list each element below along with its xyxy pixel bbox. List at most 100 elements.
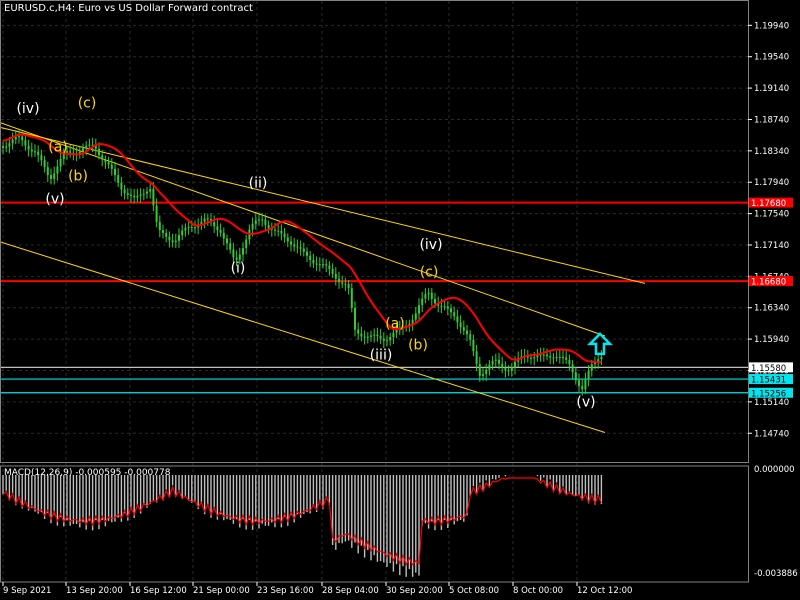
candle-body xyxy=(133,195,136,198)
candle-body xyxy=(331,268,334,274)
candle-body xyxy=(8,143,11,147)
candle-body xyxy=(334,273,337,279)
candle-body xyxy=(386,340,388,342)
candle-body xyxy=(584,379,587,390)
wave-label: (b) xyxy=(68,169,88,185)
price-tick-label: 1.17940 xyxy=(754,178,789,188)
candle-body xyxy=(370,335,372,337)
macd-axis-bottom-label: -0.003886 xyxy=(754,569,798,579)
wave-label: (iv) xyxy=(419,237,442,253)
candle-body xyxy=(494,359,497,361)
candle-body xyxy=(174,240,177,243)
candle-body xyxy=(539,354,542,356)
candle-body xyxy=(418,305,420,314)
chart-title: EURUSD.c,H4: Euro vs US Dollar Forward c… xyxy=(4,3,253,14)
candle-body xyxy=(373,334,376,336)
candle-body xyxy=(309,255,312,261)
candle-body xyxy=(235,257,238,260)
candle-body xyxy=(2,146,4,148)
time-tick-label: 21 Sep 00:00 xyxy=(193,586,250,596)
candle-body xyxy=(120,182,123,190)
price-tick-label: 1.17140 xyxy=(754,241,789,251)
candle-body xyxy=(565,357,568,360)
candle-body xyxy=(171,240,174,243)
candle-body xyxy=(322,264,324,266)
candle-body xyxy=(181,230,184,236)
candle-body xyxy=(107,162,110,165)
candle-body xyxy=(149,188,152,192)
candle-body xyxy=(18,136,20,138)
candle-body xyxy=(456,316,459,323)
candle-body xyxy=(254,220,257,224)
price-tick-label: 1.18340 xyxy=(754,147,789,157)
candle-body xyxy=(427,292,430,295)
price-tick-label: 1.14740 xyxy=(754,429,789,439)
time-tick-label: 12 Oct 12:00 xyxy=(577,586,632,596)
candle-body xyxy=(354,307,356,330)
wave-label: (a) xyxy=(385,316,405,332)
candle-body xyxy=(142,193,145,195)
wave-label: (v) xyxy=(45,191,64,207)
candle-body xyxy=(328,265,331,269)
macd-panel xyxy=(2,475,603,577)
candle-body xyxy=(117,175,120,183)
trendline xyxy=(0,126,646,284)
candle-body xyxy=(469,334,472,340)
candle-body xyxy=(130,194,132,196)
candle-body xyxy=(290,241,292,245)
candle-body xyxy=(533,357,536,359)
horizontal-levels[interactable] xyxy=(1,201,748,394)
candle-body xyxy=(488,364,491,370)
candle-body xyxy=(597,359,600,362)
time-tick-label: 30 Sep 20:00 xyxy=(386,586,443,596)
candle-body xyxy=(261,219,264,221)
candle-body xyxy=(296,246,299,248)
macd-axis-top-label: 0.000000 xyxy=(754,465,795,475)
candle-body xyxy=(414,313,417,320)
candle-body xyxy=(325,264,328,266)
candle-body xyxy=(578,380,580,387)
main-panel-border xyxy=(0,0,749,463)
candlesticks xyxy=(2,129,603,396)
candle-body xyxy=(510,367,513,371)
candle-body xyxy=(155,205,158,222)
wave-labels: (iv) (c)(a)(b)(v)(ii)(i)(iv)(c)(a)(b)(iii… xyxy=(16,96,595,411)
candle-body xyxy=(62,152,65,159)
wave-label: (iii) xyxy=(370,348,393,364)
candle-body xyxy=(408,323,411,326)
candle-body xyxy=(14,136,17,140)
candle-body xyxy=(315,263,318,265)
wave-label: (c) xyxy=(420,264,439,280)
symbol-description: Euro vs US Dollar Forward contract xyxy=(78,3,253,14)
candle-body xyxy=(280,230,283,234)
up-arrow-icon[interactable] xyxy=(586,332,614,356)
candle-body xyxy=(590,364,593,371)
wave-label: (iv) xyxy=(16,101,39,117)
candle-body xyxy=(542,354,545,356)
candle-body xyxy=(366,336,369,338)
price-tick-label: 1.19940 xyxy=(754,21,789,31)
candle-body xyxy=(507,370,510,372)
candle-body xyxy=(482,374,484,376)
candle-body xyxy=(126,193,129,195)
time-tick-label: 13 Sep 20:00 xyxy=(66,586,123,596)
candle-body xyxy=(558,357,561,359)
candle-body xyxy=(462,327,465,331)
price-tick-label: 1.19540 xyxy=(754,53,789,63)
candle-body xyxy=(229,243,232,250)
price-tag-label: 1.17680 xyxy=(751,199,786,209)
wave-label: (i) xyxy=(231,260,246,276)
price-tick-label: 1.19140 xyxy=(754,84,789,94)
candle-body xyxy=(136,195,139,198)
candle-body xyxy=(574,372,577,381)
candle-body xyxy=(485,369,488,375)
macd-title: MACD(12,26,9) -0.000595 -0.000778 xyxy=(4,468,171,478)
candle-body xyxy=(110,164,113,169)
candle-body xyxy=(139,194,142,196)
candle-body xyxy=(504,367,507,371)
candle-body xyxy=(466,330,468,335)
candle-body xyxy=(283,233,286,238)
candle-body xyxy=(395,329,398,333)
candle-body xyxy=(286,237,289,242)
